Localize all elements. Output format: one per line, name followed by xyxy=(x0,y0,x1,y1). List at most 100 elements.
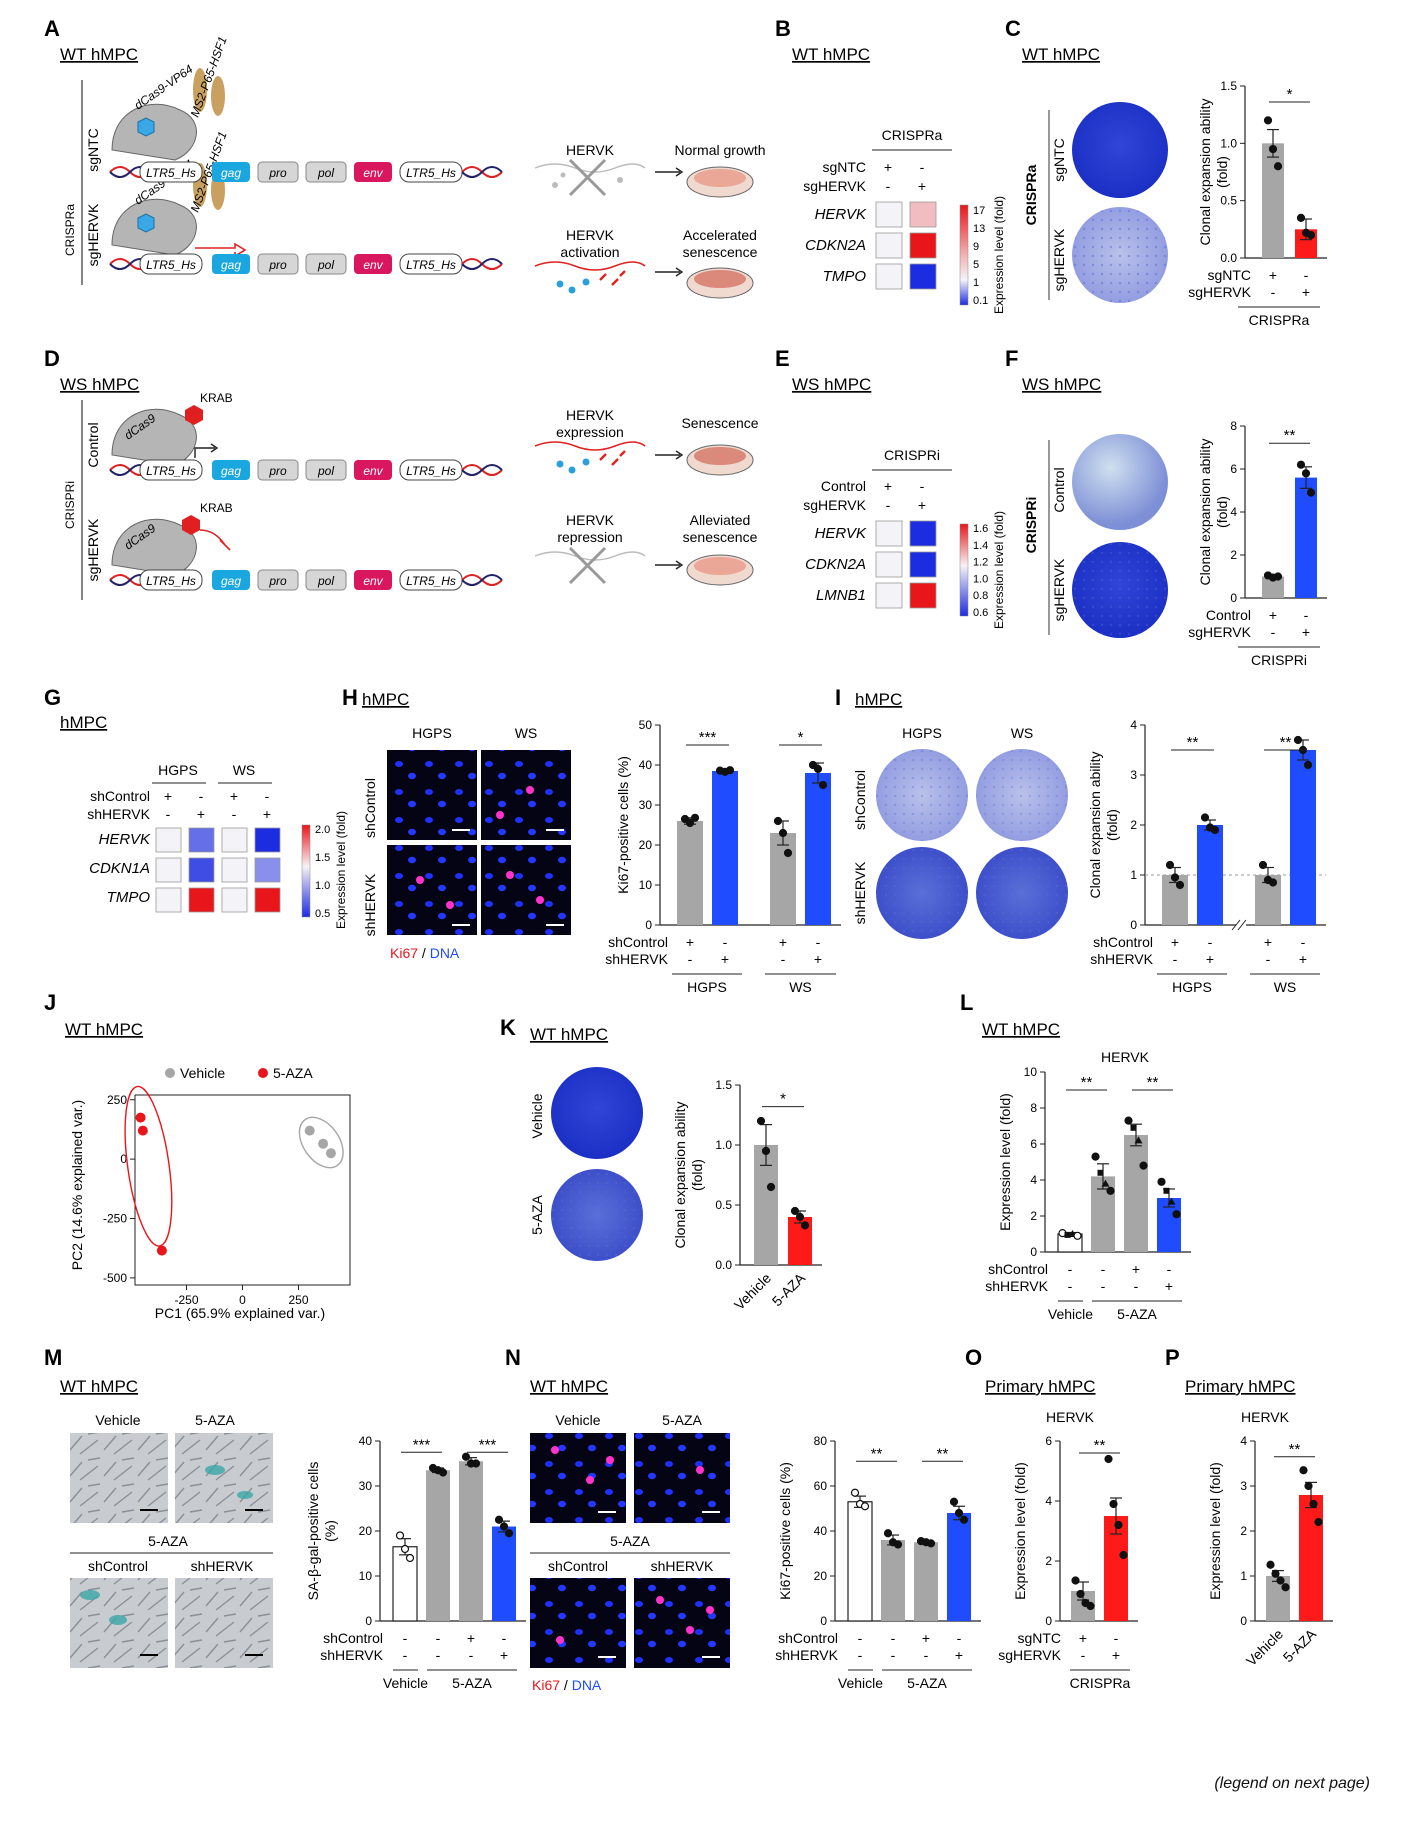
gene-pol-a1: pol xyxy=(317,166,334,180)
bar-chart-m: 0 10 20 30 40 *** *** SA-β-gal-positive cells (%… xyxy=(305,1434,526,1691)
group-label: WS xyxy=(1274,979,1297,995)
y-tick-label: 4 xyxy=(1230,505,1237,519)
data-point xyxy=(1276,1576,1285,1585)
bar xyxy=(1290,750,1316,925)
x-row-label: shHERVK xyxy=(605,951,668,967)
panel-a-r2-out-2: senescence xyxy=(683,244,758,260)
panel-b-sign: + xyxy=(918,178,926,194)
sign: - xyxy=(166,806,171,822)
colorbar-tick: 1.0 xyxy=(973,573,988,585)
y-tick-label: 1 xyxy=(1240,1569,1247,1583)
y-tick-label: 0 xyxy=(645,918,652,932)
heatmap-cell xyxy=(909,201,937,228)
significance-stars: ** xyxy=(1187,734,1199,751)
panel-b-sign: + xyxy=(884,159,892,175)
data-point xyxy=(1314,1517,1323,1527)
panel-e-scale-label: Expression level (fold) xyxy=(992,511,1006,629)
y-axis-label: Clonal expansion ability xyxy=(1087,751,1103,898)
panel-letter-e: E xyxy=(775,346,790,371)
x-row-label: shControl xyxy=(323,1630,383,1646)
data-point xyxy=(795,1212,805,1222)
sign: - xyxy=(469,1647,474,1663)
panel-n-label-1: 5-AZA xyxy=(662,1412,702,1428)
y-tick-label: 0.5 xyxy=(715,1198,732,1212)
colorbar-g xyxy=(301,824,311,918)
sign: - xyxy=(1173,951,1178,967)
panel-letter-b: B xyxy=(775,16,791,41)
data-point xyxy=(1293,735,1303,745)
data-point xyxy=(405,1553,415,1563)
gene-track-d1: LTR5_Hs gag pro pol env LTR5_Hs xyxy=(109,459,503,481)
panel-g-gene-1: CDKN1A xyxy=(89,860,150,877)
gene-ltr-d2: LTR5_Hs xyxy=(146,574,196,588)
x-row-label: shHERVK xyxy=(775,1647,838,1663)
y-tick-label: 10 xyxy=(639,878,653,892)
gene-pro-d2: pro xyxy=(268,574,287,588)
panel-d-krab-2: KRAB xyxy=(200,501,233,515)
panel-a-row2-label: sgHERVK xyxy=(85,203,101,266)
y-tick-label: 4 xyxy=(1030,1173,1037,1187)
panel-m-sub: 5-AZA xyxy=(148,1533,188,1549)
sign: - xyxy=(858,1647,863,1663)
panel-g-title: hMPC xyxy=(60,713,107,732)
panel-letter-l: L xyxy=(960,990,973,1015)
panel-i-col-0: HGPS xyxy=(902,725,942,741)
panel-c-title: WT hMPC xyxy=(1022,45,1100,64)
y-tick-label: 250 xyxy=(107,1093,127,1107)
panel-g-group-1: WS xyxy=(233,762,256,778)
panel-letter-j: J xyxy=(44,990,56,1015)
legend-marker-aza xyxy=(258,1068,268,1078)
significance-stars: ** xyxy=(1289,1441,1301,1458)
panel-i-row-1: shHERVK xyxy=(852,861,868,924)
y-axis-label: SA-β-gal-positive cells xyxy=(305,1462,321,1601)
x-row-label: sgHERVK xyxy=(1188,624,1251,640)
y-axis-label: Expression level (fold) xyxy=(997,1093,1013,1231)
gene-ltr-a1b: LTR5_Hs xyxy=(406,166,456,180)
data-point xyxy=(1296,460,1306,469)
significance-stars: *** xyxy=(413,1436,431,1453)
sign: - xyxy=(502,1630,507,1646)
heatmap-cell xyxy=(875,551,903,578)
data-point xyxy=(1268,878,1278,887)
x-row-label: sgHERVK xyxy=(998,1647,1061,1663)
data-point xyxy=(1165,860,1175,870)
panel-letter-g: G xyxy=(44,685,61,710)
panel-b-title: WT hMPC xyxy=(792,45,870,64)
data-point xyxy=(1273,572,1283,581)
bar xyxy=(847,1501,873,1622)
panel-a-side-label: CRISPRa xyxy=(63,204,77,256)
panel-l-title: WT hMPC xyxy=(982,1020,1060,1039)
x-row-label: sgNTC xyxy=(1017,1630,1061,1646)
bar-chart-f: 0 2 4 6 8 ** Clonal expansion ability (fold) Con… xyxy=(1188,419,1327,668)
y-axis-label: Clonal expansion ability xyxy=(1197,98,1213,245)
gene-pol-d1: pol xyxy=(317,464,334,478)
panel-d: D WS hMPC CRISPRi Control sgHERVK KRAB d… xyxy=(44,346,759,600)
colorbar-b xyxy=(959,204,969,306)
bar-chart-k: 0.0 0.5 1.0 1.5 * Clonal expansion ability (fo… xyxy=(672,1078,822,1313)
data-point xyxy=(1134,1136,1143,1144)
data-point xyxy=(1303,760,1313,770)
x-row-label: sgHERVK xyxy=(1188,284,1251,300)
colorbar-tick: 1.4 xyxy=(973,540,988,552)
category-label: 5-AZA xyxy=(769,1269,809,1309)
legend-aza: 5-AZA xyxy=(273,1065,313,1081)
bar-chart-l: 0 2 4 6 8 10 ** ** Expression level (fold) shCont… xyxy=(985,1065,1191,1322)
gene-ltr-a2b: LTR5_Hs xyxy=(406,258,456,272)
panel-g-scale-label: Expression level (fold) xyxy=(334,811,348,929)
bar xyxy=(1262,143,1284,258)
x-row-label: Control xyxy=(1206,607,1251,623)
y-tick-label: 0 xyxy=(1130,918,1137,932)
heatmap-cell xyxy=(254,887,281,913)
micrograph xyxy=(387,750,477,840)
data-point xyxy=(494,1515,504,1524)
data-point xyxy=(1130,1124,1137,1131)
data-point xyxy=(400,1544,410,1554)
panel-letter-c: C xyxy=(1005,16,1021,41)
heatmap-cell xyxy=(909,263,937,290)
sign: + xyxy=(1132,1261,1140,1277)
y-axis-label: Ki67-positive cells (%) xyxy=(777,1462,793,1600)
sign: - xyxy=(232,806,237,822)
panel-n-sub: 5-AZA xyxy=(610,1533,650,1549)
data-point xyxy=(761,1146,771,1156)
